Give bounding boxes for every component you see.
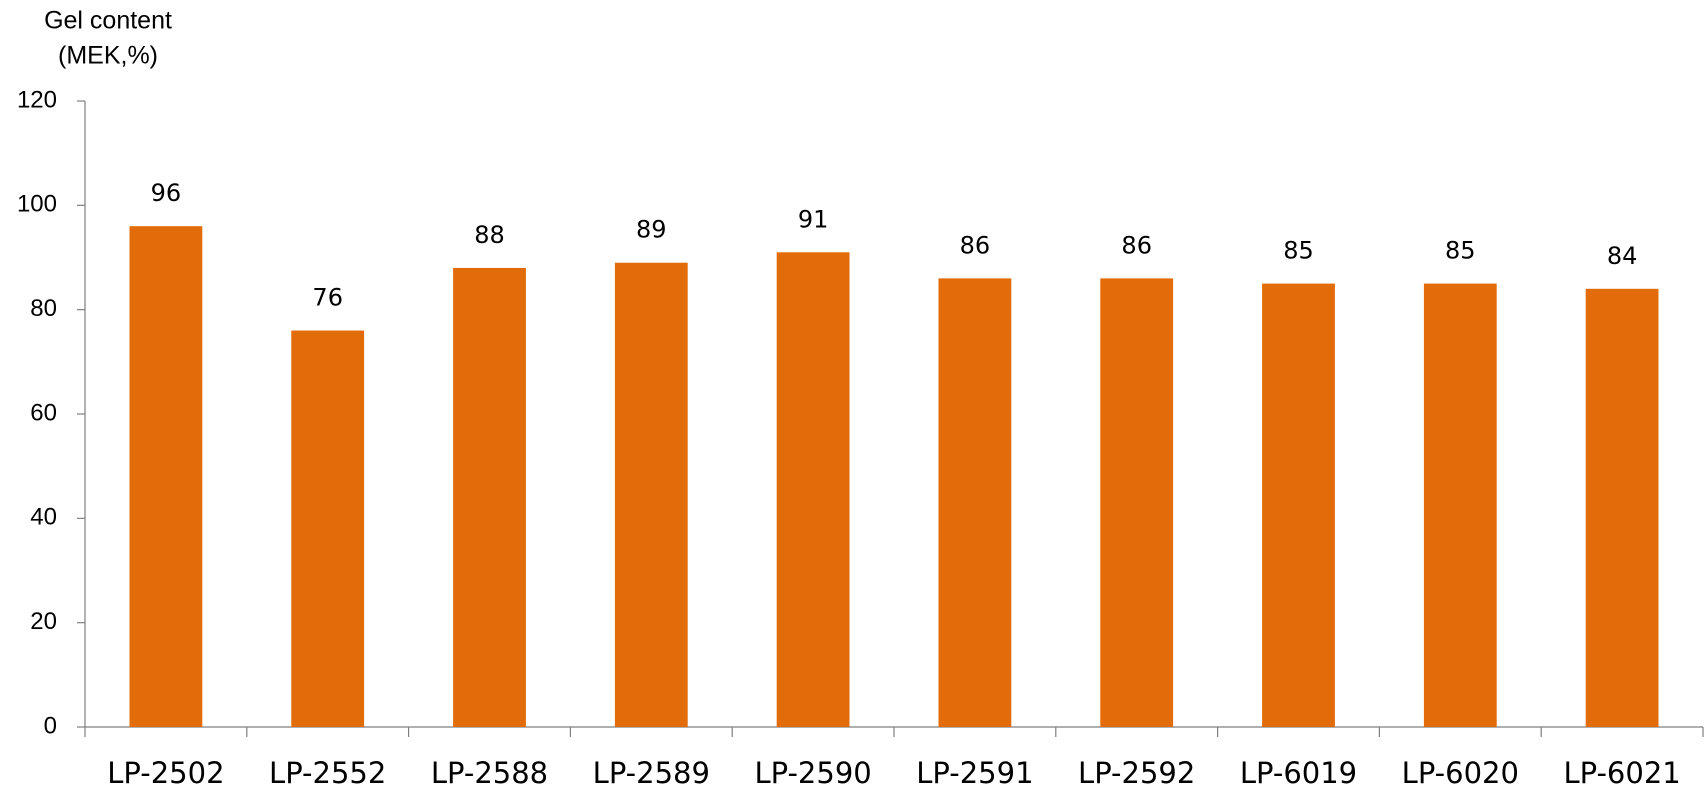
bar — [776, 252, 850, 728]
data-label: 88 — [474, 221, 505, 249]
bar — [1262, 283, 1335, 727]
y-axis-label: (MEK,%) — [58, 42, 158, 70]
data-label: 86 — [960, 231, 991, 259]
bar — [938, 278, 1012, 727]
y-axis-label: Gel content — [44, 7, 172, 35]
data-label: 76 — [312, 284, 343, 312]
bar — [614, 262, 688, 727]
x-tick-label: LP-2589 — [593, 756, 710, 790]
bar — [291, 330, 365, 727]
bar — [1423, 283, 1497, 727]
data-label: 85 — [1445, 237, 1476, 265]
y-tick-label: 0 — [44, 712, 57, 739]
data-label: 86 — [1121, 231, 1152, 259]
data-label: 89 — [636, 216, 667, 244]
x-tick-label: LP-2591 — [916, 756, 1033, 790]
data-label: 84 — [1607, 242, 1638, 270]
x-tick-label: LP-2590 — [754, 756, 871, 790]
x-tick-label: LP-2588 — [431, 756, 548, 790]
y-tick-label: 80 — [30, 295, 57, 322]
data-label: 96 — [151, 179, 182, 207]
data-label: 85 — [1283, 237, 1314, 265]
y-tick-label: 60 — [30, 399, 57, 426]
bar — [453, 267, 526, 727]
x-tick-label: LP-2592 — [1078, 756, 1195, 790]
bar — [1585, 288, 1659, 727]
y-tick-label: 120 — [17, 86, 57, 113]
y-tick-label: 20 — [30, 608, 57, 635]
x-tick-label: LP-6021 — [1563, 756, 1680, 790]
x-tick-label: LP-2502 — [107, 756, 224, 790]
y-tick-label: 100 — [17, 191, 57, 218]
bar — [1100, 278, 1174, 727]
x-tick-label: LP-6019 — [1240, 756, 1357, 790]
y-tick-label: 40 — [30, 504, 57, 531]
data-label: 91 — [798, 205, 829, 233]
bar — [129, 226, 203, 727]
x-tick-label: LP-2552 — [269, 756, 386, 790]
x-tick-label: LP-6020 — [1402, 756, 1519, 790]
